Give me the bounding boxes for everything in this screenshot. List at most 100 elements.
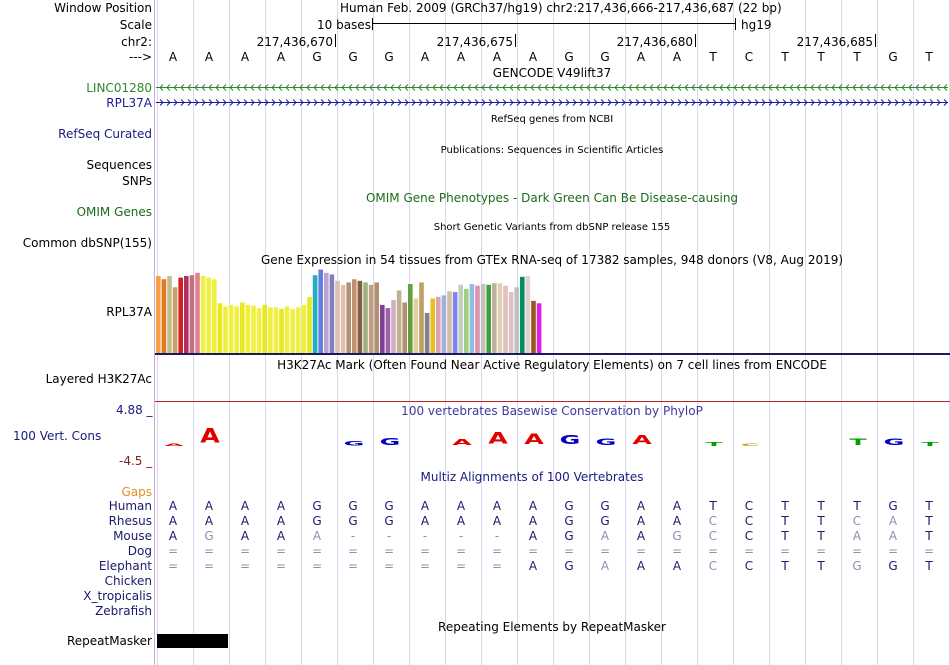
- alignment-base: -: [350, 529, 356, 543]
- gtex-tissue-bar[interactable]: [374, 282, 379, 353]
- gtex-tissue-bar[interactable]: [324, 272, 329, 353]
- gtex-tissue-bar[interactable]: [480, 284, 486, 353]
- gtex-tissue-bar[interactable]: [380, 304, 385, 353]
- gaps-label[interactable]: Gaps: [121, 485, 152, 499]
- gtex-tissue-bar[interactable]: [340, 284, 346, 353]
- repeatmasker-label[interactable]: RepeatMasker: [66, 634, 152, 648]
- gtex-tissue-bar[interactable]: [318, 269, 323, 353]
- gtex-tissue-bar[interactable]: [492, 283, 497, 353]
- gtex-tissue-bar[interactable]: [206, 277, 211, 353]
- gtex-tissue-bar[interactable]: [424, 312, 430, 353]
- refseq-curated-label[interactable]: RefSeq Curated: [58, 127, 152, 141]
- gtex-tissue-bar[interactable]: [240, 302, 245, 353]
- gtex-tissue-bar[interactable]: [452, 292, 458, 353]
- species-label[interactable]: Dog: [127, 544, 152, 558]
- gtex-tissue-bar[interactable]: [256, 308, 262, 353]
- gtex-tissue-bar[interactable]: [514, 287, 519, 353]
- species-label[interactable]: Mouse: [113, 529, 152, 543]
- gtex-tissue-bar[interactable]: [245, 304, 251, 353]
- snps-label[interactable]: SNPs: [122, 174, 152, 188]
- gtex-tissue-bar[interactable]: [503, 285, 508, 353]
- gtex-tissue-bar[interactable]: [251, 305, 256, 353]
- gtex-tissue-bar[interactable]: [458, 284, 463, 353]
- gtex-tissue-bar[interactable]: [396, 290, 402, 353]
- gtex-tissue-bar[interactable]: [536, 303, 542, 353]
- gtex-tissue-bar[interactable]: [273, 307, 279, 353]
- gtex-tissue-bar[interactable]: [228, 304, 234, 353]
- species-label[interactable]: Chicken: [104, 574, 152, 588]
- gtex-tissue-bar[interactable]: [469, 284, 475, 353]
- gtex-tissue-bar[interactable]: [296, 307, 301, 353]
- gtex-tissue-bar[interactable]: [184, 276, 189, 353]
- gene-rpl37a-label[interactable]: RPL37A: [106, 96, 152, 110]
- gene-linc01280-feature[interactable]: [156, 82, 948, 93]
- gtex-tissue-bar[interactable]: [195, 272, 200, 353]
- gtex-tissue-bar[interactable]: [352, 279, 357, 353]
- gtex-tissue-bar[interactable]: [223, 306, 228, 353]
- gtex-tissue-bar[interactable]: [262, 304, 267, 353]
- gtex-tissue-bar[interactable]: [447, 291, 452, 353]
- gtex-tissue-bar[interactable]: [290, 308, 295, 353]
- sequences-label[interactable]: Sequences: [86, 158, 152, 172]
- gtex-tissue-bar[interactable]: [430, 298, 435, 353]
- gtex-tissue-bar[interactable]: [368, 284, 374, 353]
- gtex-tissue-bar[interactable]: [268, 307, 273, 353]
- gtex-tissue-bar[interactable]: [156, 276, 161, 353]
- gtex-tissue-bar[interactable]: [161, 279, 167, 353]
- layered-h3k27ac-label[interactable]: Layered H3K27Ac: [45, 372, 152, 386]
- gtex-rpl37a-label[interactable]: RPL37A: [106, 305, 152, 319]
- species-label[interactable]: Zebrafish: [95, 604, 152, 618]
- gtex-tissue-bar[interactable]: [212, 279, 217, 353]
- gtex-tissue-bar[interactable]: [464, 288, 469, 353]
- gtex-tissue-bar[interactable]: [413, 298, 419, 353]
- repeat-element-block[interactable]: [157, 634, 228, 648]
- species-label[interactable]: X_tropicalis: [83, 589, 152, 603]
- gtex-tissue-bar[interactable]: [284, 306, 290, 353]
- gene-linc01280-label[interactable]: LINC01280: [86, 81, 152, 95]
- gtex-tissue-bar[interactable]: [234, 306, 239, 353]
- gtex-tissue-bar[interactable]: [520, 276, 525, 353]
- omim-genes-label[interactable]: OMIM Genes: [76, 205, 152, 219]
- gtex-tissue-bar[interactable]: [391, 300, 396, 353]
- gtex-tissue-bar[interactable]: [307, 296, 312, 353]
- gtex-tissue-bar[interactable]: [346, 282, 351, 353]
- common-dbsnp-label[interactable]: Common dbSNP(155): [22, 236, 152, 250]
- chevron-right-icon: [481, 99, 486, 106]
- gtex-tissue-bar[interactable]: [436, 296, 441, 353]
- chevron-right-icon: [362, 99, 367, 106]
- gene-rpl37a-feature[interactable]: [156, 97, 948, 108]
- gtex-tissue-bar[interactable]: [167, 276, 172, 353]
- gtex-tissue-bar[interactable]: [419, 282, 424, 353]
- gtex-tissue-bar[interactable]: [217, 303, 223, 353]
- gtex-tissue-bar[interactable]: [312, 275, 318, 353]
- gtex-tissue-bar[interactable]: [475, 285, 480, 353]
- gtex-tissue-bar[interactable]: [531, 300, 536, 353]
- gtex-expression-chart[interactable]: [155, 268, 555, 353]
- ruler-tick-mark: [515, 34, 516, 47]
- label-divider[interactable]: [154, 0, 155, 665]
- conservation-track-label[interactable]: 100 Vert. Cons: [13, 429, 102, 443]
- gtex-tissue-bar[interactable]: [329, 274, 335, 353]
- gtex-tissue-bar[interactable]: [301, 304, 307, 353]
- gtex-tissue-bar[interactable]: [385, 308, 391, 353]
- gtex-tissue-bar[interactable]: [525, 276, 531, 353]
- gtex-tissue-bar[interactable]: [486, 284, 491, 353]
- gtex-tissue-bar[interactable]: [441, 295, 447, 353]
- species-label[interactable]: Rhesus: [108, 514, 152, 528]
- gtex-tissue-bar[interactable]: [178, 277, 183, 353]
- gtex-tissue-bar[interactable]: [335, 280, 340, 353]
- species-label[interactable]: Human: [108, 499, 152, 513]
- gtex-tissue-bar[interactable]: [497, 283, 503, 353]
- gtex-tissue-bar[interactable]: [357, 280, 363, 353]
- chevron-left-icon: [292, 84, 297, 91]
- gtex-tissue-bar[interactable]: [200, 276, 206, 353]
- gtex-tissue-bar[interactable]: [279, 308, 284, 353]
- gtex-tissue-bar[interactable]: [408, 284, 413, 353]
- gtex-tissue-bar[interactable]: [508, 292, 514, 353]
- gtex-tissue-bar[interactable]: [402, 302, 407, 353]
- species-label[interactable]: Elephant: [98, 559, 152, 573]
- gtex-tissue-bar[interactable]: [172, 287, 178, 353]
- gtex-tissue-bar[interactable]: [189, 275, 195, 353]
- gtex-tissue-bar[interactable]: [363, 282, 368, 353]
